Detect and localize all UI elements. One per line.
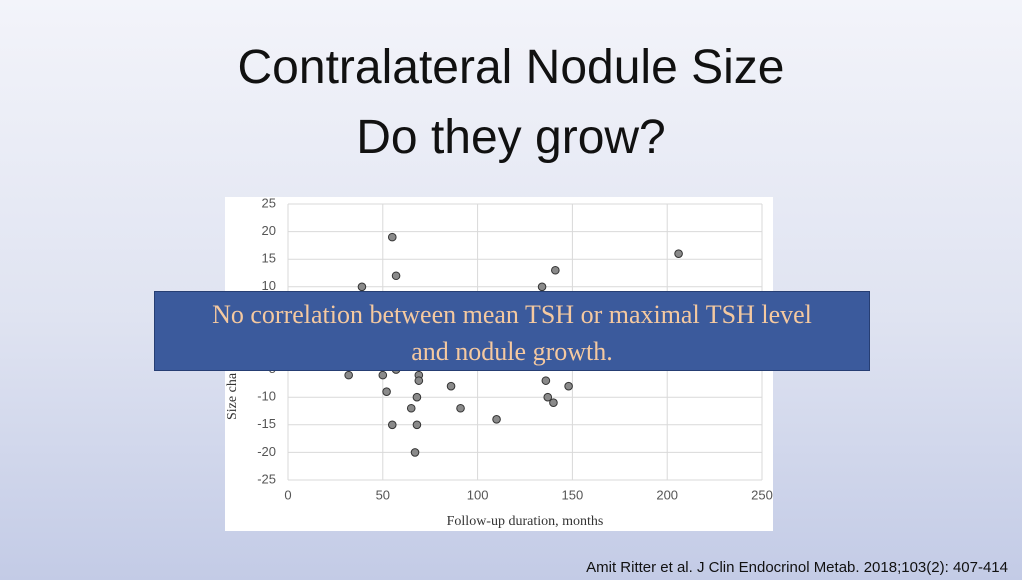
scatter-point (406, 403, 416, 413)
callout-box: No correlation between mean TSH or maxim… (154, 291, 870, 371)
y-tick-label: -15 (257, 416, 276, 431)
callout-text: and nodule growth. (411, 337, 613, 366)
y-tick-label: 25 (262, 195, 276, 210)
scatter-point (537, 282, 547, 292)
scatter-point (378, 370, 388, 380)
citation: Amit Ritter et al. J Clin Endocrinol Met… (586, 559, 1008, 576)
scatter-point (564, 381, 573, 391)
x-tick-label: 250 (751, 487, 773, 502)
scatter-point (412, 420, 422, 430)
scatter-point (551, 265, 560, 275)
scatter-point (456, 403, 465, 413)
scatter-point (414, 376, 424, 385)
y-tick-label: 15 (262, 251, 276, 266)
y-tick-label: -20 (257, 444, 276, 459)
slide-title: Contralateral Nodule Size (237, 41, 785, 94)
y-tick-label: -10 (257, 389, 276, 404)
scatter-point (357, 282, 367, 292)
y-tick-label: 10 (262, 278, 276, 293)
scatter-point (382, 387, 391, 396)
scatter-point (446, 381, 456, 391)
y-tick-label: -25 (257, 471, 276, 486)
x-tick-label: 0 (284, 487, 291, 502)
scatter-point (391, 271, 401, 281)
y-axis-label: Size cha (225, 372, 240, 420)
x-tick-label: 150 (562, 487, 584, 502)
scatter-point (410, 448, 420, 457)
scatter-point (541, 376, 551, 385)
slide-title: Do they grow? (356, 111, 666, 164)
scatter-point (674, 249, 683, 258)
scatter-point (492, 414, 501, 424)
scatter-point (543, 392, 553, 402)
scatter-point (412, 392, 422, 402)
scatter-point (387, 420, 397, 430)
scatter-point (387, 232, 397, 242)
x-tick-label: 50 (376, 487, 390, 502)
x-axis-label: Follow-up duration, months (447, 514, 604, 529)
callout-text: No correlation between mean TSH or maxim… (212, 300, 812, 329)
x-tick-label: 200 (656, 487, 678, 502)
scatter-point (344, 370, 353, 380)
y-tick-label: 20 (262, 223, 276, 238)
scatter-point (549, 398, 558, 408)
x-tick-label: 100 (467, 487, 489, 502)
